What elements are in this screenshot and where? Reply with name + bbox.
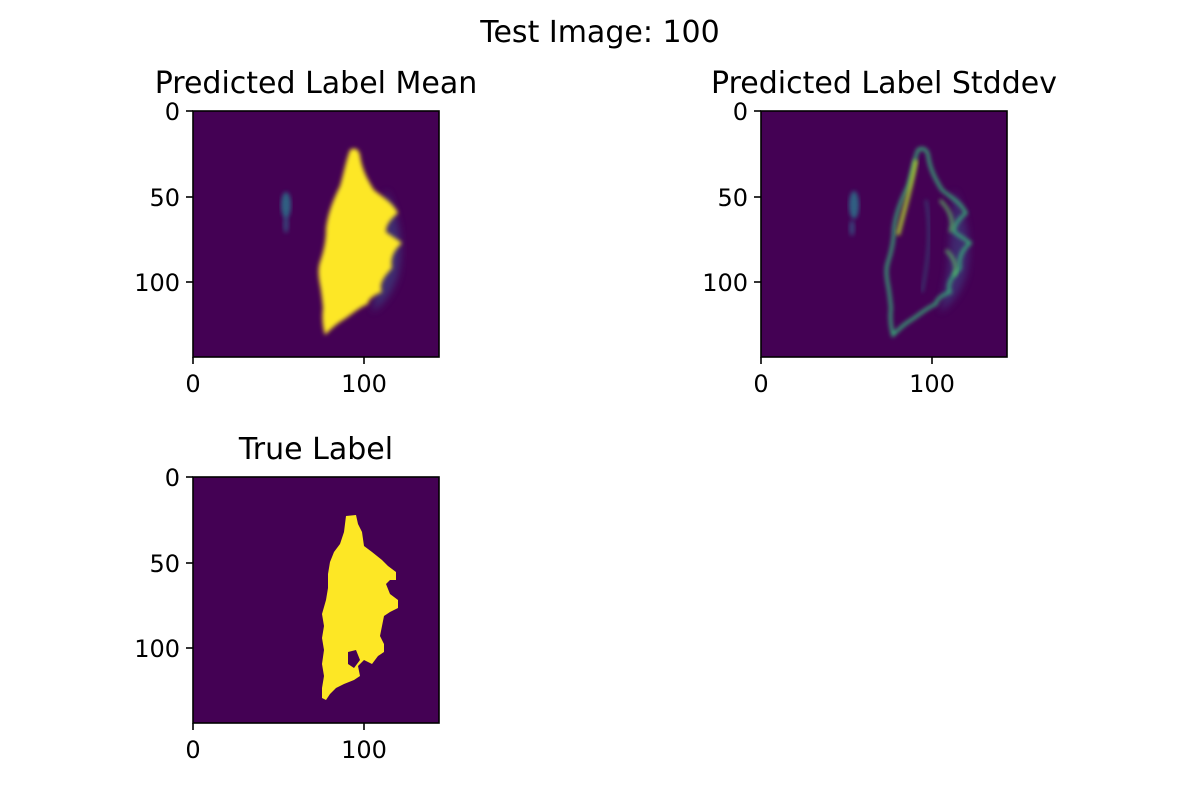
y-tick-label: 100 [134,635,180,663]
x-tick-label: 0 [185,370,200,398]
y-axis: 0 50 100 [134,464,193,663]
panel-title: Predicted Label Mean [155,66,478,101]
heatmap-image [761,111,1007,357]
y-tick-label: 50 [149,184,180,212]
y-tick-label: 0 [165,98,180,126]
panel-title: Predicted Label Stddev [711,66,1057,101]
y-tick-label: 50 [717,184,748,212]
x-axis: 0 100 [753,357,955,398]
y-tick-label: 0 [733,98,748,126]
y-axis: 0 50 100 [702,98,761,297]
y-tick-label: 50 [149,550,180,578]
panel-title: True Label [238,432,393,467]
x-tick-label: 0 [185,736,200,764]
x-tick-label: 100 [341,370,387,398]
x-axis: 0 100 [185,723,387,764]
heatmap-image [193,477,439,723]
x-tick-label: 100 [341,736,387,764]
y-tick-label: 100 [702,269,748,297]
y-tick-label: 100 [134,269,180,297]
y-axis: 0 50 100 [134,98,193,297]
heatmap-image [193,111,439,357]
figure-title: Test Image: 100 [479,15,719,50]
x-tick-label: 0 [753,370,768,398]
panel-predicted-mean: Predicted Label Mean 0 100 0 50 100 [134,66,477,398]
y-tick-label: 0 [165,464,180,492]
panel-true-label: True Label 0 100 0 50 100 [134,432,440,764]
panel-predicted-stddev: Predicted Label Stddev 0 100 0 50 100 [702,66,1057,398]
x-tick-label: 100 [909,370,955,398]
x-axis: 0 100 [185,357,387,398]
